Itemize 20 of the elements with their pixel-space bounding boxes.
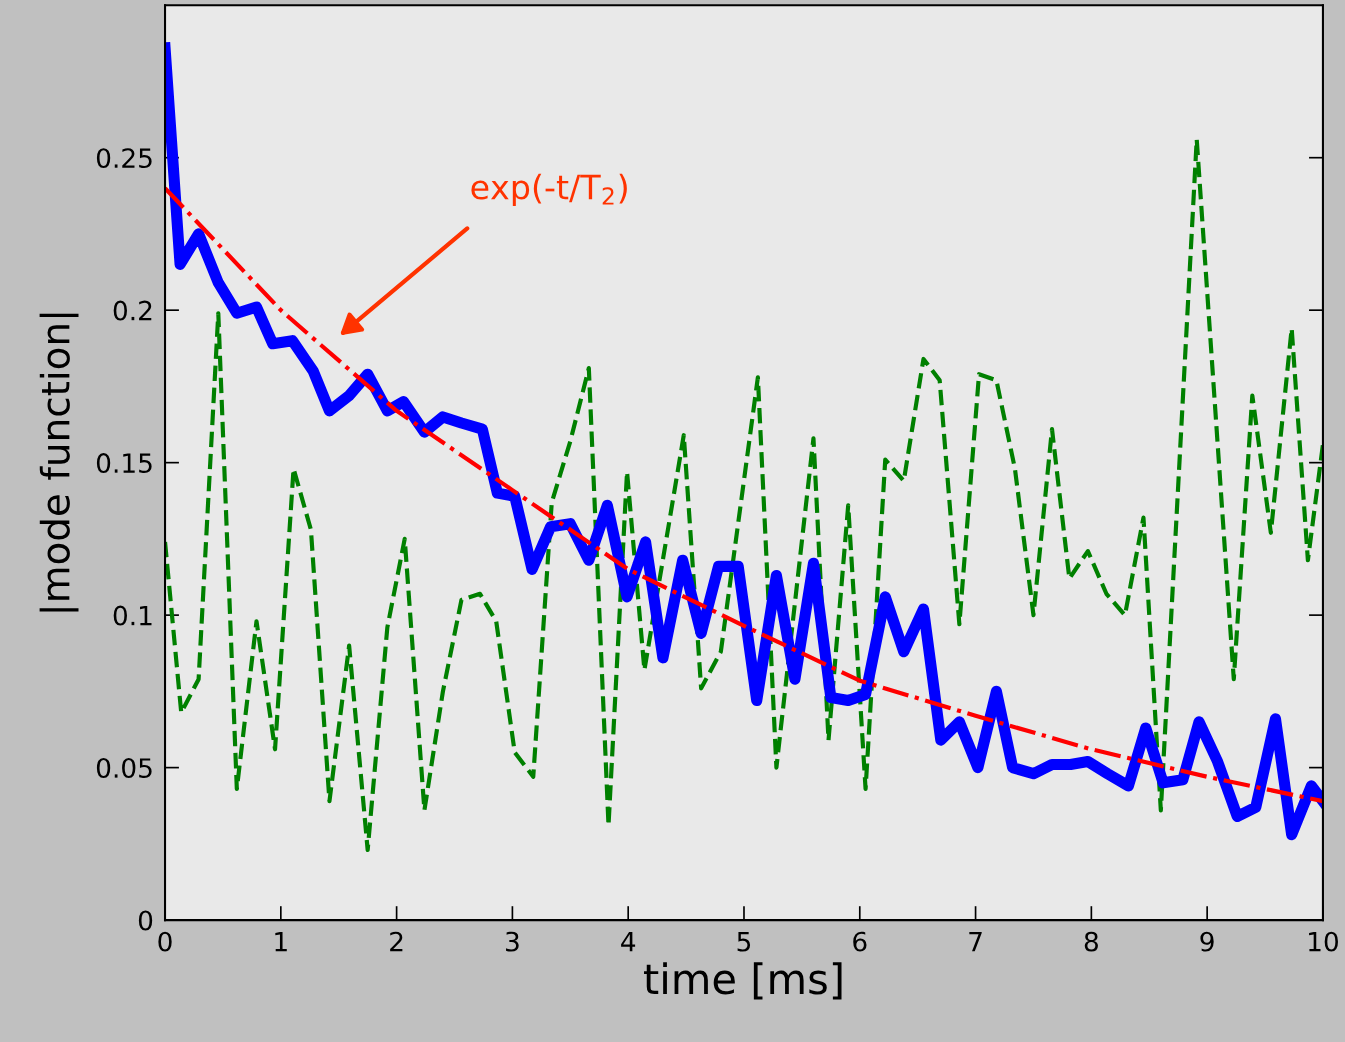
y-tick-label: 0.2 xyxy=(113,300,152,321)
y-tick-label: 0.1 xyxy=(113,605,152,626)
x-tick-label: 7 xyxy=(969,932,982,952)
x-tick-label: 3 xyxy=(506,931,519,952)
x-tick-label: 2 xyxy=(390,931,403,952)
x-tick-label: 5 xyxy=(737,932,751,952)
x-tick-label: 10 xyxy=(1309,931,1338,952)
x-tick-label: 1 xyxy=(275,932,287,952)
x-tick-label: 8 xyxy=(1084,931,1098,952)
y-tick-label: 0 xyxy=(138,910,153,931)
y-tick-label: 0.15 xyxy=(96,453,152,474)
x-axis-title: time [ms] xyxy=(644,962,842,1000)
x-tick-label: 9 xyxy=(1200,931,1214,952)
x-tick-label: 0 xyxy=(158,931,172,952)
x-tick-label: 4 xyxy=(621,932,636,952)
y-tick-label: 0.05 xyxy=(96,758,152,779)
annotation: exp(-t/T$_{2}$) xyxy=(471,173,627,207)
x-tick-label: 6 xyxy=(853,931,867,952)
y-axis-title: |mode function| xyxy=(39,313,79,612)
y-tick-label: 0.25 xyxy=(96,148,152,169)
